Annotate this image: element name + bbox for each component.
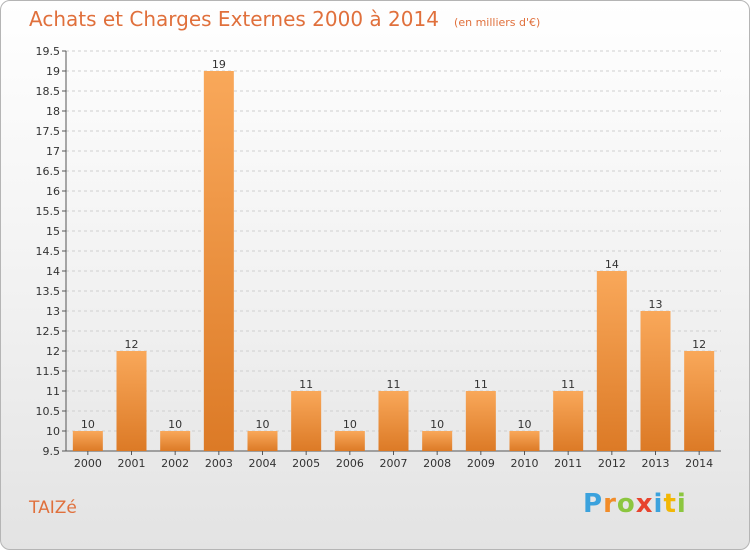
y-tick-label: 17.5	[36, 125, 61, 138]
bar	[378, 391, 409, 451]
bar	[247, 431, 278, 451]
data-label: 10	[343, 418, 357, 431]
y-tick-label: 16.5	[36, 165, 61, 178]
x-tick-label: 2012	[598, 457, 626, 470]
x-tick-label: 2001	[118, 457, 146, 470]
data-label: 10	[256, 418, 270, 431]
bar	[509, 431, 540, 451]
data-label: 12	[125, 338, 139, 351]
y-tick-label: 19.5	[36, 45, 61, 58]
x-tick-label: 2014	[685, 457, 713, 470]
chart-unit: (en milliers d'€)	[454, 16, 541, 29]
data-label: 13	[649, 298, 663, 311]
x-tick-label: 2000	[74, 457, 102, 470]
y-tick-label: 18.5	[36, 85, 61, 98]
brand-letter: r	[603, 489, 617, 519]
x-tick-label: 2007	[380, 457, 408, 470]
y-tick-label: 12	[46, 345, 60, 358]
x-tick-label: 2005	[292, 457, 320, 470]
data-label: 11	[299, 378, 313, 391]
y-tick-label: 9.5	[43, 445, 61, 458]
y-tick-label: 13.5	[36, 285, 61, 298]
y-tick-label: 14	[46, 265, 60, 278]
data-label: 10	[518, 418, 532, 431]
data-label: 14	[605, 258, 619, 271]
brand-letter: i	[653, 489, 664, 519]
y-tick-label: 19	[46, 65, 60, 78]
bar	[291, 391, 322, 451]
brand-letter: i	[676, 489, 687, 519]
y-tick-label: 10	[46, 425, 60, 438]
bar	[640, 311, 671, 451]
brand-letter: x	[635, 489, 654, 519]
data-label: 12	[692, 338, 706, 351]
data-label: 10	[168, 418, 182, 431]
bar	[422, 431, 453, 451]
bar	[334, 431, 365, 451]
y-tick-label: 16	[46, 185, 60, 198]
data-label: 10	[81, 418, 95, 431]
y-tick-label: 11.5	[36, 365, 61, 378]
bar	[684, 351, 715, 451]
x-tick-label: 2010	[511, 457, 539, 470]
bar	[596, 271, 627, 451]
y-tick-label: 15.5	[36, 205, 61, 218]
x-tick-label: 2011	[554, 457, 582, 470]
x-tick-label: 2004	[249, 457, 277, 470]
y-tick-label: 14.5	[36, 245, 61, 258]
brand-letter: o	[616, 489, 636, 519]
data-label: 19	[212, 58, 226, 71]
chart-title: Achats et Charges Externes 2000 à 2014 (…	[29, 7, 540, 31]
x-tick-label: 2003	[205, 457, 233, 470]
y-tick-label: 10.5	[36, 405, 61, 418]
data-label: 11	[561, 378, 575, 391]
bar	[72, 431, 103, 451]
chart-title-text: Achats et Charges Externes 2000 à 2014	[29, 7, 439, 31]
x-tick-label: 2009	[467, 457, 495, 470]
y-tick-label: 12.5	[36, 325, 61, 338]
bar	[553, 391, 584, 451]
x-tick-label: 2002	[161, 457, 189, 470]
y-tick-label: 18	[46, 105, 60, 118]
bar	[203, 71, 234, 451]
data-label: 10	[430, 418, 444, 431]
bar	[116, 351, 147, 451]
x-tick-label: 2013	[642, 457, 670, 470]
y-tick-label: 13	[46, 305, 60, 318]
proxiti-logo: Proxiti	[583, 489, 687, 519]
brand-letter: t	[663, 489, 677, 519]
x-tick-label: 2006	[336, 457, 364, 470]
town-name: TAIZé	[29, 498, 77, 518]
bar	[465, 391, 496, 451]
y-tick-label: 17	[46, 145, 60, 158]
data-label: 11	[474, 378, 488, 391]
y-tick-label: 11	[46, 385, 60, 398]
x-tick-label: 2008	[423, 457, 451, 470]
bar	[160, 431, 191, 451]
y-tick-label: 15	[46, 225, 60, 238]
data-label: 11	[387, 378, 401, 391]
brand-letter: P	[583, 489, 604, 519]
